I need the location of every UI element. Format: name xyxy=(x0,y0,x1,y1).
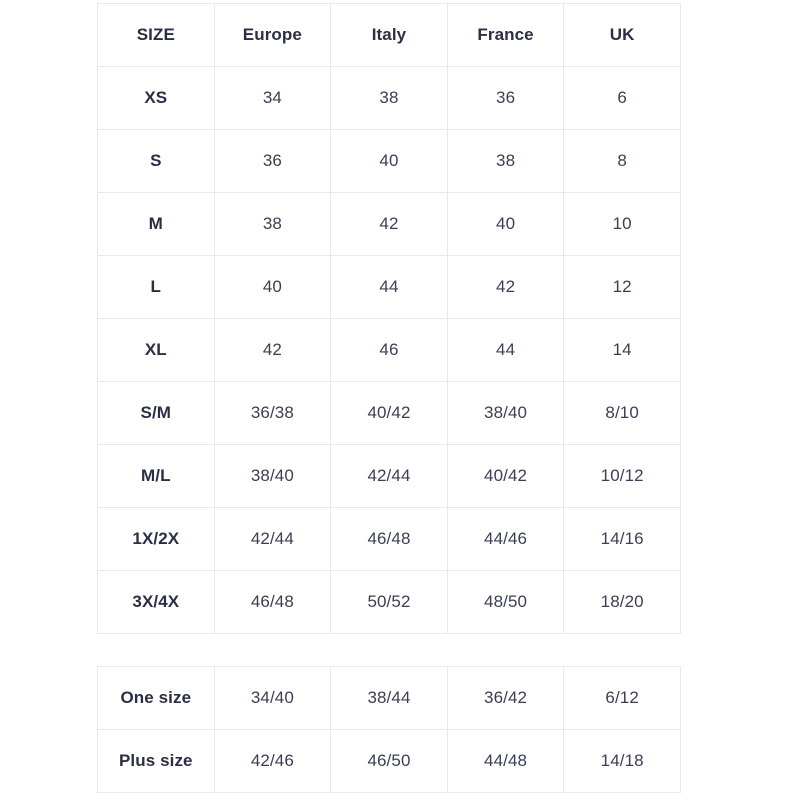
cell-italy: 42/44 xyxy=(330,444,448,508)
cell-uk: 14/18 xyxy=(563,729,681,793)
row-label: 3X/4X xyxy=(97,570,215,634)
row-label: M/L xyxy=(97,444,215,508)
cell-italy: 46 xyxy=(330,318,448,382)
table-row: XL 42 46 44 14 xyxy=(97,318,681,382)
table-row: 1X/2X 42/44 46/48 44/46 14/16 xyxy=(97,507,681,571)
cell-europe: 36/38 xyxy=(213,381,332,445)
cell-italy: 50/52 xyxy=(330,570,448,634)
table-row: M/L 38/40 42/44 40/42 10/12 xyxy=(97,444,681,508)
column-header-italy: Italy xyxy=(330,3,448,67)
cell-italy: 42 xyxy=(330,192,448,256)
cell-italy: 40/42 xyxy=(330,381,448,445)
cell-uk: 10 xyxy=(563,192,681,256)
cell-uk: 6 xyxy=(563,66,681,130)
row-label: M xyxy=(97,192,215,256)
cell-france: 44/48 xyxy=(446,729,565,793)
cell-uk: 8/10 xyxy=(563,381,681,445)
row-label: S/M xyxy=(97,381,215,445)
cell-europe: 46/48 xyxy=(213,570,332,634)
column-header-france: France xyxy=(446,3,565,67)
cell-europe: 42 xyxy=(213,318,332,382)
cell-europe: 42/46 xyxy=(213,729,332,793)
row-label: XS xyxy=(97,66,215,130)
cell-france: 44/46 xyxy=(446,507,565,571)
cell-uk: 18/20 xyxy=(563,570,681,634)
primary-table-header: SIZE Europe Italy France UK xyxy=(97,3,681,67)
cell-europe: 42/44 xyxy=(213,507,332,571)
secondary-table-body: One size 34/40 38/44 36/42 6/12 Plus siz… xyxy=(97,666,681,793)
column-header-uk: UK xyxy=(563,3,681,67)
column-header-size: SIZE xyxy=(97,3,215,67)
cell-france: 40 xyxy=(446,192,565,256)
table-row: S 36 40 38 8 xyxy=(97,129,681,193)
table-header-row: SIZE Europe Italy France UK xyxy=(97,3,681,67)
secondary-size-table-container: One size 34/40 38/44 36/42 6/12 Plus siz… xyxy=(97,666,681,793)
cell-italy: 38 xyxy=(330,66,448,130)
cell-france: 36/42 xyxy=(446,666,565,730)
cell-france: 42 xyxy=(446,255,565,319)
row-label: 1X/2X xyxy=(97,507,215,571)
table-row: M 38 42 40 10 xyxy=(97,192,681,256)
cell-uk: 10/12 xyxy=(563,444,681,508)
row-label: L xyxy=(97,255,215,319)
cell-france: 44 xyxy=(446,318,565,382)
column-header-europe: Europe xyxy=(213,3,332,67)
row-label: One size xyxy=(97,666,215,730)
table-row: 3X/4X 46/48 50/52 48/50 18/20 xyxy=(97,570,681,634)
cell-europe: 34 xyxy=(213,66,332,130)
table-row: L 40 44 42 12 xyxy=(97,255,681,319)
cell-france: 48/50 xyxy=(446,570,565,634)
cell-uk: 8 xyxy=(563,129,681,193)
cell-europe: 38 xyxy=(213,192,332,256)
cell-france: 36 xyxy=(446,66,565,130)
cell-italy: 38/44 xyxy=(330,666,448,730)
primary-size-table-container: SIZE Europe Italy France UK XS 34 38 36 … xyxy=(97,3,681,634)
cell-france: 38 xyxy=(446,129,565,193)
cell-italy: 44 xyxy=(330,255,448,319)
table-row: S/M 36/38 40/42 38/40 8/10 xyxy=(97,381,681,445)
cell-france: 38/40 xyxy=(446,381,565,445)
row-label: Plus size xyxy=(97,729,215,793)
primary-table-body: XS 34 38 36 6 S 36 40 38 8 M 38 42 40 10 xyxy=(97,66,681,634)
cell-uk: 14/16 xyxy=(563,507,681,571)
cell-uk: 12 xyxy=(563,255,681,319)
cell-italy: 40 xyxy=(330,129,448,193)
secondary-size-table: One size 34/40 38/44 36/42 6/12 Plus siz… xyxy=(97,666,681,793)
table-row: XS 34 38 36 6 xyxy=(97,66,681,130)
cell-uk: 6/12 xyxy=(563,666,681,730)
table-row: Plus size 42/46 46/50 44/48 14/18 xyxy=(97,729,681,793)
table-row: One size 34/40 38/44 36/42 6/12 xyxy=(97,666,681,730)
cell-europe: 38/40 xyxy=(213,444,332,508)
row-label: S xyxy=(97,129,215,193)
cell-italy: 46/50 xyxy=(330,729,448,793)
row-label: XL xyxy=(97,318,215,382)
cell-europe: 36 xyxy=(213,129,332,193)
cell-uk: 14 xyxy=(563,318,681,382)
cell-europe: 40 xyxy=(213,255,332,319)
cell-france: 40/42 xyxy=(446,444,565,508)
cell-europe: 34/40 xyxy=(213,666,332,730)
cell-italy: 46/48 xyxy=(330,507,448,571)
primary-size-table: SIZE Europe Italy France UK XS 34 38 36 … xyxy=(97,3,681,634)
